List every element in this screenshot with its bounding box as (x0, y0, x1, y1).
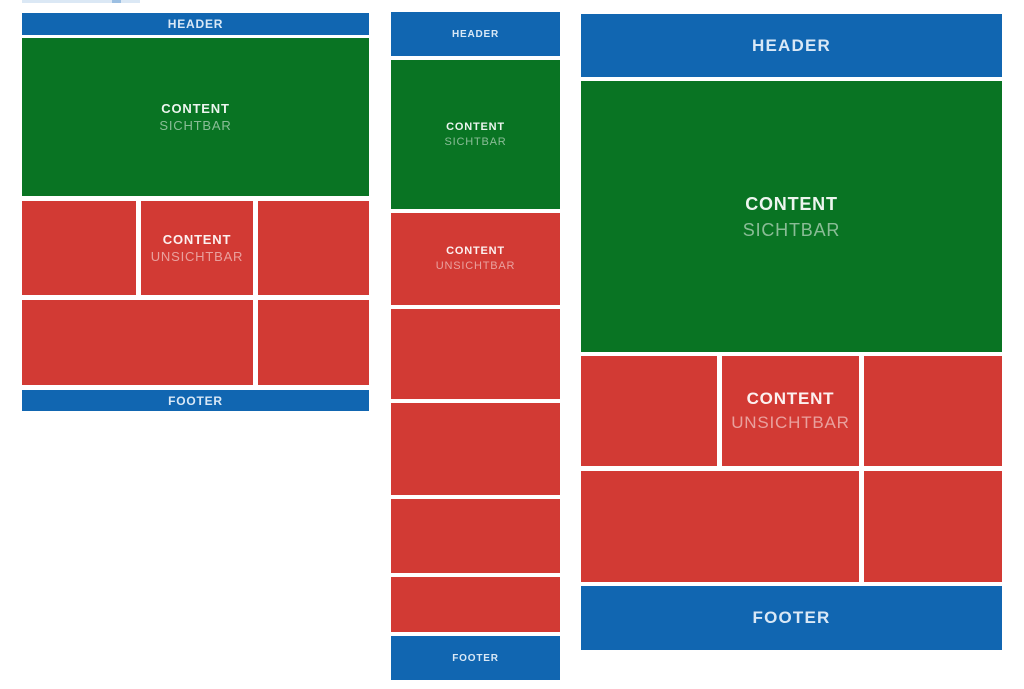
tablet-header-bar: HEADER (581, 14, 1002, 77)
tablet-visible-content-block: CONTENT SICHTBAR (581, 81, 1002, 352)
desktop-footer-label: FOOTER (168, 393, 223, 408)
tablet-hidden-content-line2: UNSICHTBAR (731, 413, 850, 432)
mobile-hidden-content-line1: CONTENT (446, 245, 505, 257)
mobile-hidden-block-3 (391, 403, 560, 495)
mobile-footer-label: FOOTER (452, 652, 499, 664)
desktop-header-bar: HEADER (22, 13, 369, 35)
cropped-ui-fragment (22, 0, 140, 3)
tablet-hidden-block-wide (581, 471, 859, 582)
mobile-footer-bar: FOOTER (391, 636, 560, 680)
tablet-footer-label: FOOTER (752, 608, 831, 627)
tablet-footer-bar: FOOTER (581, 586, 1002, 650)
tablet-hidden-content-line1: CONTENT (746, 389, 835, 408)
tablet-visible-content-line1: CONTENT (745, 193, 838, 214)
desktop-hidden-block-left (22, 201, 136, 295)
mobile-hidden-block-2 (391, 309, 560, 399)
tablet-header-label: HEADER (752, 35, 831, 55)
desktop-hidden-content-block: CONTENT UNSICHTBAR (141, 201, 253, 295)
tablet-hidden-block-bottom-right (864, 471, 1002, 582)
desktop-hidden-content-line1: CONTENT (162, 232, 232, 247)
desktop-hidden-content-line2: UNSICHTBAR (150, 249, 244, 264)
tablet-hidden-block-right (864, 356, 1002, 466)
desktop-footer-bar: FOOTER (22, 390, 369, 411)
mobile-hidden-block-5 (391, 577, 560, 632)
mobile-hidden-content-block: CONTENT UNSICHTBAR (391, 213, 560, 305)
tablet-hidden-block-left (581, 356, 717, 466)
desktop-hidden-block-wide (22, 300, 253, 385)
tablet-visible-content-line2: SICHTBAR (742, 219, 841, 240)
mobile-visible-content-block: CONTENT SICHTBAR (391, 60, 560, 209)
desktop-visible-content-line1: CONTENT (161, 101, 230, 116)
desktop-hidden-block-bottom-right (258, 300, 369, 385)
tablet-hidden-content-block: CONTENT UNSICHTBAR (722, 356, 859, 466)
desktop-visible-content-block: CONTENT SICHTBAR (22, 38, 369, 196)
desktop-hidden-block-right (258, 201, 369, 295)
mobile-hidden-content-line2: UNSICHTBAR (435, 260, 516, 272)
mobile-hidden-block-4 (391, 499, 560, 573)
desktop-visible-content-line2: SICHTBAR (159, 118, 232, 133)
desktop-header-label: HEADER (167, 17, 224, 31)
cropped-ui-fragment-dot (112, 0, 121, 3)
mobile-header-label: HEADER (451, 28, 500, 40)
mobile-header-bar: HEADER (391, 12, 560, 56)
mobile-visible-content-line2: SICHTBAR (444, 135, 507, 148)
mobile-visible-content-line1: CONTENT (446, 120, 505, 133)
